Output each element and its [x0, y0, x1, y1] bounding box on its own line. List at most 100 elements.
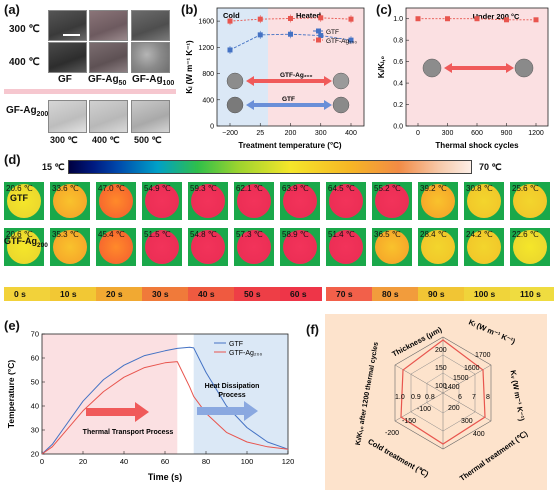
legend-gtfag200: GTF-Ag₂₀₀ — [229, 350, 263, 357]
kv-tick-7: 7 — [472, 394, 476, 401]
data-point — [415, 16, 421, 22]
thermal-image: 28.4 ℃ — [418, 228, 458, 266]
x-axis-label: Thermal shock cycles — [435, 141, 519, 150]
x-axis-label: Treatment temperature (°C) — [238, 141, 342, 150]
x-tick-label: 900 — [501, 130, 513, 137]
data-point — [257, 16, 263, 22]
thermal-image: 51.4 ℃ — [326, 228, 366, 266]
x-tick-label: 60 — [161, 457, 169, 466]
panel-b-label: (b) — [181, 2, 198, 17]
y-tick-label: 0.4 — [393, 81, 403, 88]
thermal-sample-disk — [329, 184, 363, 218]
col-label-gf: GF — [58, 74, 72, 85]
thermal-image: 63.9 ℃ — [280, 182, 320, 220]
y-tick-label: 1.0 — [393, 16, 403, 23]
thermal-temperature-label: 51.4 ℃ — [328, 230, 355, 239]
scale-bar — [63, 34, 80, 36]
x-tick-label: 120 — [282, 457, 295, 466]
thermal-temperature-label: 62.1 ℃ — [236, 184, 263, 193]
thermal-temperature-label: 45.4 ℃ — [98, 230, 125, 239]
thermal-sample-disk — [513, 184, 547, 218]
data-point — [288, 15, 293, 21]
legend: GTF GTF-Ag₂₀₀ — [214, 341, 263, 357]
temp-label-300: 300 ℃ — [50, 135, 78, 145]
radar-spokes — [394, 337, 492, 449]
transport-region — [42, 334, 178, 454]
ratio-tick-09: 0.9 — [411, 394, 421, 401]
thermal-image: 36.5 ℃ — [372, 228, 412, 266]
y-tick-label: 800 — [202, 71, 214, 78]
blue-arrow-label: GTF — [282, 96, 295, 103]
dissipation-arrow-label-1: Heat Dissipation — [205, 383, 260, 390]
x-ticks: 0 300 600 900 1200 — [416, 123, 544, 137]
thermal-temperature-label: 20.6 ℃ — [6, 184, 33, 193]
x-tick-label: 600 — [471, 130, 483, 137]
thermal-image: 35.3 ℃ — [50, 228, 90, 266]
scale-min-label: 15 ℃ — [42, 162, 65, 172]
time-label: 10 s — [50, 287, 96, 301]
x-tick-label: 20 — [79, 457, 87, 466]
thermal-sample-disk — [467, 184, 501, 218]
kv-tick-8: 8 — [486, 394, 490, 401]
thermal-image: 64.5 ℃ — [326, 182, 366, 220]
y-ticks: 0.0 0.2 0.4 0.6 0.8 1.0 — [393, 16, 409, 131]
red-arrow — [444, 63, 514, 73]
data-point — [257, 32, 263, 38]
thermal-sample-disk — [145, 230, 179, 264]
thermal-sample-disk — [237, 230, 271, 264]
col-label-gfag50: GF-Ag50 — [88, 74, 127, 87]
y-tick-label: 400 — [202, 97, 214, 104]
x-tick-label: 400 — [345, 130, 357, 137]
thermal-sample-disk — [513, 230, 547, 264]
x-tick-label: 100 — [241, 457, 254, 466]
thermal-tick-200: 200 — [448, 405, 460, 412]
thermal-temperature-label: 54.8 ℃ — [190, 230, 217, 239]
data-point — [227, 18, 233, 24]
thermal-temperature-label: 30.8 ℃ — [466, 184, 493, 193]
data-point — [348, 16, 354, 22]
time-label: 40 s — [188, 287, 234, 301]
scale-max-label: 70 ℃ — [479, 162, 502, 172]
series-line — [41, 346, 289, 455]
x-tick-label: 25 — [256, 130, 264, 137]
panel-c-label: (c) — [376, 2, 392, 17]
panel-f-label: (f) — [306, 322, 319, 337]
series-line — [41, 361, 289, 455]
thickness-tick-200: 200 — [435, 347, 447, 354]
data-point — [504, 17, 509, 23]
thermal-temperature-label: 22.6 ℃ — [512, 230, 539, 239]
legend-gtf: GTF — [326, 29, 339, 36]
cold-tick-100: -100 — [417, 406, 431, 413]
thermal-image: 24.2 ℃ — [464, 228, 504, 266]
data-point — [445, 16, 450, 22]
thermal-temperature-label: 57.3 ℃ — [236, 230, 263, 239]
photo-gfag200-300 — [48, 100, 87, 133]
thermal-sample-disk — [375, 230, 409, 264]
color-scale-bar — [68, 160, 472, 174]
cold-tick-200: -200 — [385, 430, 399, 437]
thermal-image: 47.0 ℃ — [96, 182, 136, 220]
time-label: 90 s — [418, 287, 464, 301]
thermal-temperature-label: 33.6 ℃ — [52, 184, 79, 193]
dissipation-region — [193, 334, 288, 454]
y-tick-label: 0.0 — [393, 124, 403, 131]
divider-bar — [4, 89, 176, 94]
y-axis-label: Kₗ (W m⁻¹ K⁻¹) — [185, 40, 194, 94]
y-tick-label: 0.8 — [393, 38, 403, 45]
thermal-sample-disk — [237, 184, 271, 218]
red-arrow-label: GTF-Ag₂₀₀ — [280, 72, 313, 79]
data-point — [474, 16, 480, 22]
thermal-sample-disk — [145, 184, 179, 218]
thermal-image: 45.4 ℃ — [96, 228, 136, 266]
photo-gfag50-400 — [89, 42, 128, 73]
sample-photo-3 — [226, 96, 244, 114]
x-tick-label: 0 — [416, 130, 420, 137]
thermal-image: 54.9 ℃ — [142, 182, 182, 220]
thermal-temperature-label: 54.9 ℃ — [144, 184, 171, 193]
time-label: 0 s — [4, 287, 50, 301]
time-label: 60 s — [280, 287, 322, 301]
thermal-image: 58.9 ℃ — [280, 228, 320, 266]
thermal-image: 33.6 ℃ — [50, 182, 90, 220]
time-label: 70 s — [326, 287, 372, 301]
x-axis-label: Time (s) — [148, 472, 182, 482]
